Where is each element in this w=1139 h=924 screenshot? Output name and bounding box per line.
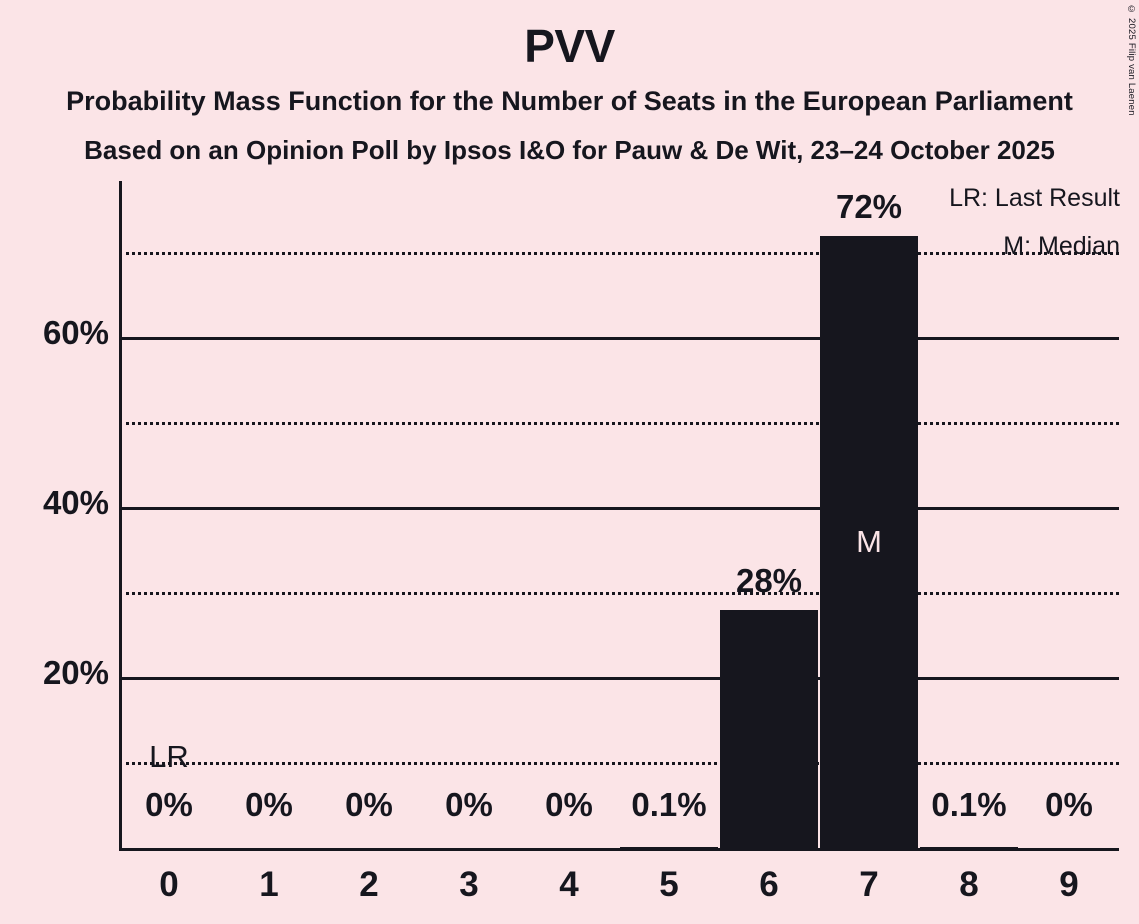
value-label-seat-8: 0.1%	[931, 786, 1007, 823]
value-label-seat-7: 72%	[835, 188, 903, 226]
chart-source-line: Based on an Opinion Poll by Ipsos I&O fo…	[84, 135, 1055, 165]
value-label-seat-0: 0%	[145, 786, 193, 823]
gridline-60pct	[119, 337, 1119, 341]
bar-seat-8[interactable]	[920, 847, 1018, 848]
x-tick-seat-5: 5	[659, 865, 679, 904]
value-label-seat-2: 0%	[345, 786, 393, 823]
y-axis-line	[119, 181, 122, 851]
x-tick-seat-2: 2	[359, 865, 379, 904]
gridline-20pct	[119, 677, 1119, 681]
y-tick-40pct: 40%	[42, 484, 109, 522]
x-tick-seat-3: 3	[459, 865, 479, 904]
copyright-notice: © 2025 Filip van Laenen	[1126, 4, 1137, 116]
gridline-30pct	[119, 592, 1119, 596]
value-label-seat-3: 0%	[445, 786, 493, 823]
y-tick-20pct: 20%	[42, 654, 109, 692]
gridline-40pct	[119, 507, 1119, 511]
value-label-seat-9: 0%	[1045, 786, 1093, 823]
gridline-70pct	[119, 252, 1119, 256]
value-label-seat-5: 0.1%	[631, 786, 707, 823]
value-label-seat-6: 28%	[735, 562, 803, 600]
gridline-50pct	[119, 422, 1119, 426]
x-axis-line	[119, 848, 1119, 851]
x-tick-seat-7: 7	[859, 865, 879, 904]
x-tick-seat-4: 4	[559, 865, 579, 904]
legend-last-result: LR: Last Result	[949, 184, 1120, 212]
legend-median: M: Median	[1003, 232, 1120, 260]
chart-subtitle: Probability Mass Function for the Number…	[66, 86, 1073, 116]
x-tick-seat-6: 6	[759, 865, 779, 904]
value-label-seat-4: 0%	[545, 786, 593, 823]
bar-seat-6[interactable]	[720, 610, 818, 848]
gridline-10pct	[119, 762, 1119, 766]
x-tick-seat-8: 8	[959, 865, 979, 904]
value-label-seat-1: 0%	[245, 786, 293, 823]
x-tick-seat-1: 1	[259, 865, 279, 904]
bar-seat-5[interactable]	[620, 847, 718, 848]
marker-last-result: LR	[149, 739, 189, 775]
plot-area: 0% 0% 0% 0% 0% 0.1% 28% 72% 0.1% 0% LR M	[119, 181, 1119, 848]
bar-seat-7[interactable]	[820, 236, 918, 848]
page-title: PVV	[524, 20, 615, 72]
x-tick-seat-9: 9	[1059, 865, 1079, 904]
x-tick-seat-0: 0	[159, 865, 179, 904]
marker-median: M	[856, 524, 882, 560]
y-tick-60pct: 60%	[42, 314, 109, 352]
